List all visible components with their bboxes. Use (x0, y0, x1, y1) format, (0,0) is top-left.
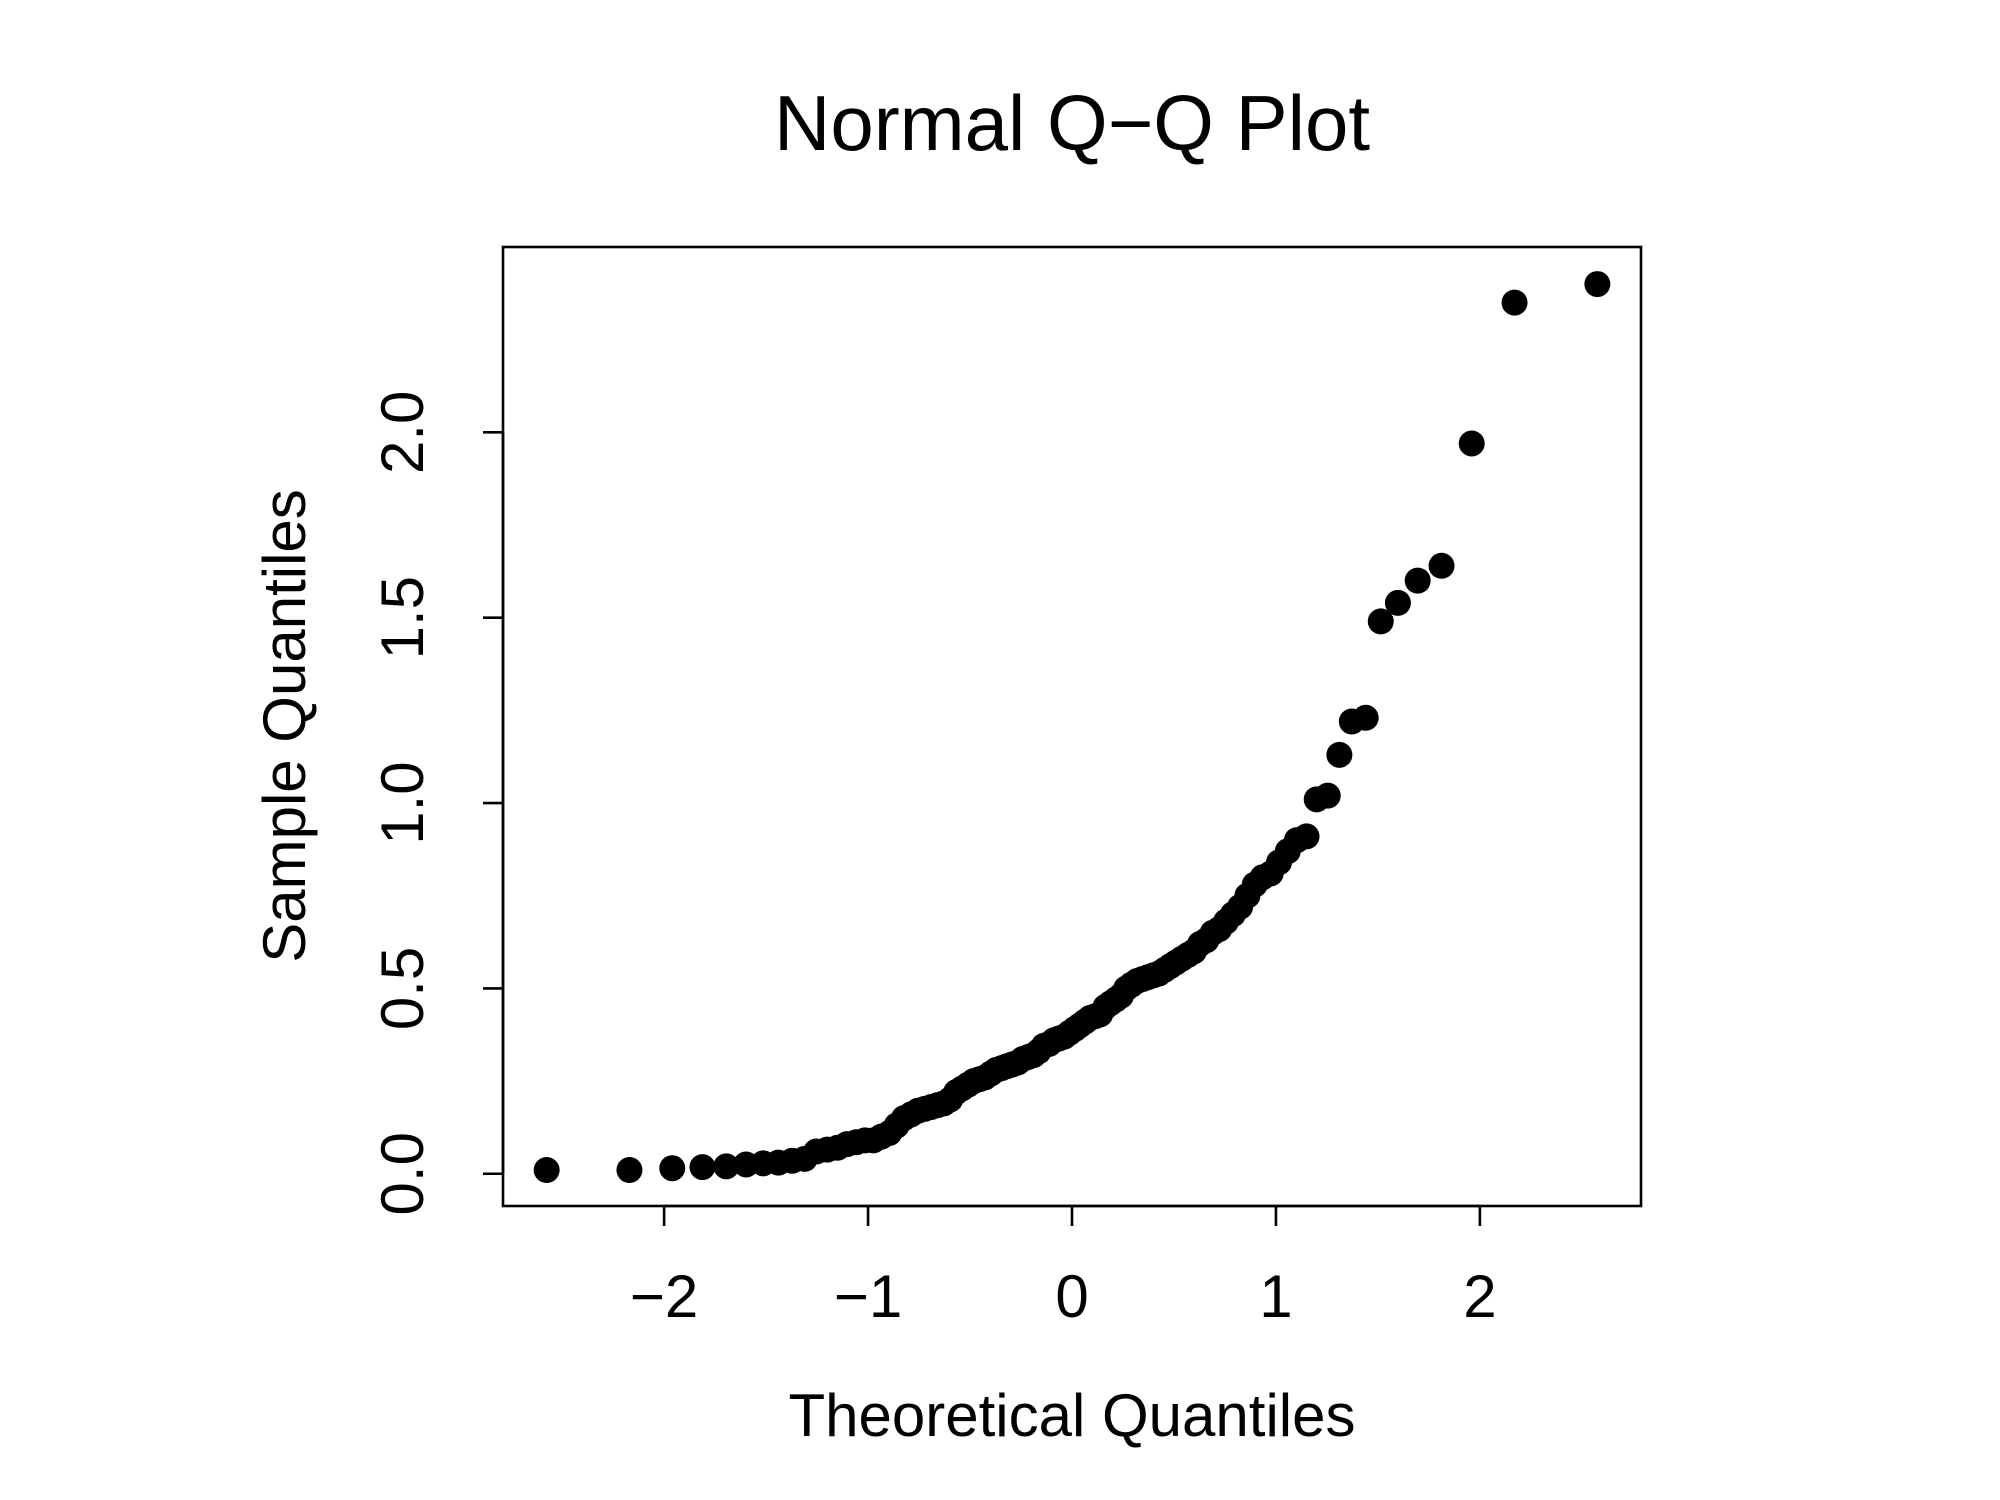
x-tick-label: 1 (1259, 1263, 1292, 1330)
point (1584, 271, 1611, 298)
y-tick-label: 0.0 (369, 1132, 436, 1215)
point (1428, 552, 1455, 579)
point (1458, 430, 1485, 457)
x-tick-label: −1 (834, 1263, 902, 1330)
plot-frame (501, 245, 1643, 1208)
y-axis-title: Sample Quantiles (251, 489, 318, 963)
chart-title: Normal Q−Q Plot (774, 79, 1370, 167)
point (1404, 567, 1431, 594)
point (1314, 782, 1341, 809)
point (1501, 289, 1528, 316)
y-tick-label: 1.0 (369, 761, 436, 844)
x-axis-title: Theoretical Quantiles (789, 1382, 1356, 1449)
point (659, 1155, 686, 1182)
x-tick-label: −2 (630, 1263, 698, 1330)
point (1352, 704, 1379, 731)
point (1367, 608, 1394, 635)
point (1326, 741, 1353, 768)
point (713, 1153, 740, 1180)
y-tick-label: 2.0 (369, 391, 436, 474)
y-tick-label: 0.5 (369, 947, 436, 1030)
point (533, 1157, 560, 1184)
x-tick-label: 2 (1463, 1263, 1496, 1330)
point (689, 1154, 716, 1181)
y-tick-label: 1.5 (369, 576, 436, 659)
x-tick-label: 0 (1055, 1263, 1088, 1330)
point (1293, 823, 1320, 850)
point (1384, 589, 1411, 616)
point (616, 1157, 643, 1184)
